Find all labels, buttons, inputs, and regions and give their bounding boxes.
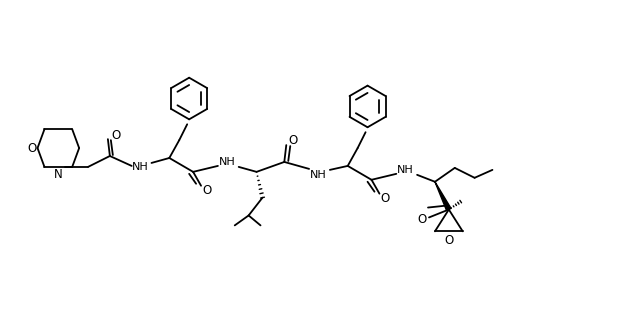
Text: NH: NH	[132, 162, 149, 172]
Text: O: O	[381, 192, 390, 205]
Text: O: O	[27, 142, 36, 154]
Text: NH: NH	[397, 165, 413, 175]
Polygon shape	[435, 182, 451, 211]
Text: O: O	[202, 184, 212, 197]
Text: O: O	[111, 129, 120, 142]
Text: O: O	[444, 234, 453, 247]
Text: O: O	[417, 213, 427, 226]
Text: NH: NH	[218, 157, 235, 167]
Text: NH: NH	[310, 170, 326, 180]
Text: N: N	[54, 168, 63, 181]
Text: O: O	[289, 134, 298, 147]
